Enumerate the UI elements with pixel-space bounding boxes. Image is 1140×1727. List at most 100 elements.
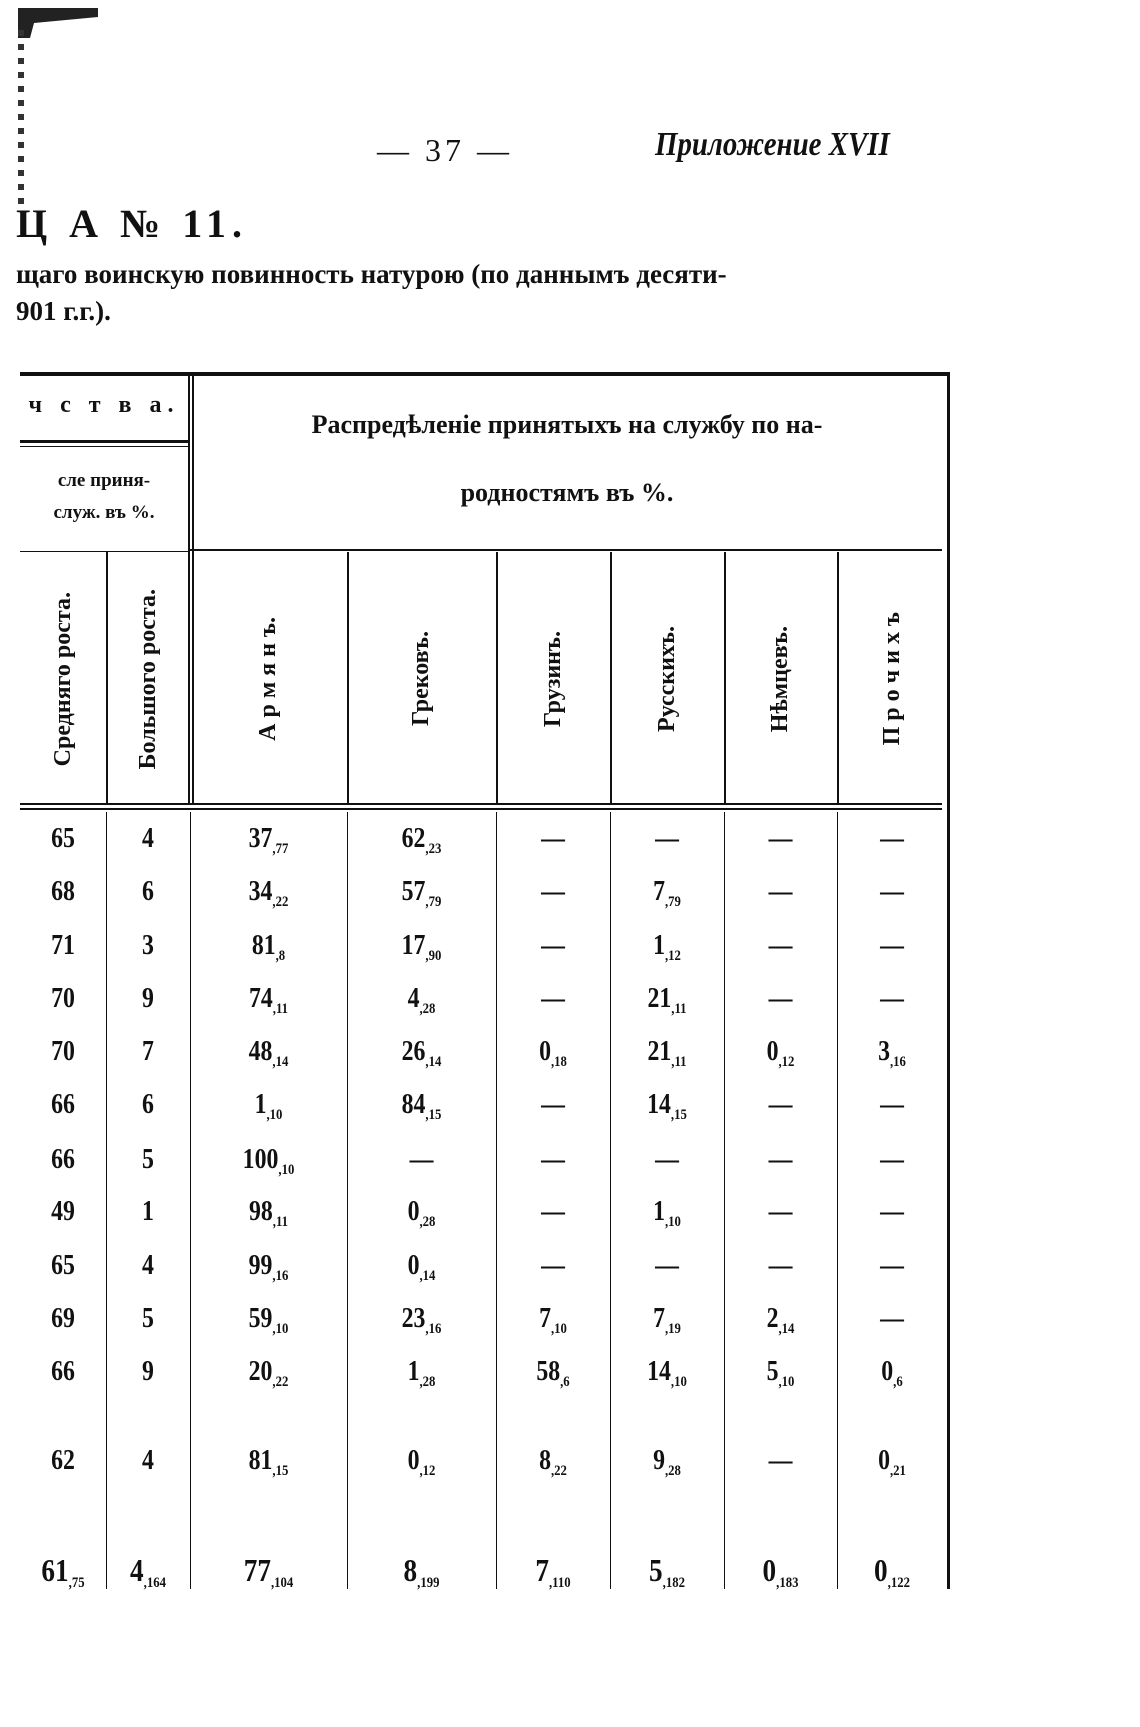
table-cell: 20,22 bbox=[202, 1356, 335, 1391]
cell-decimal: ,6 bbox=[560, 1374, 570, 1390]
column-rule bbox=[496, 812, 497, 1589]
cell-integer: 1 bbox=[142, 1196, 154, 1227]
cell-integer: 0 bbox=[878, 1445, 890, 1476]
table-cell: 68 bbox=[26, 876, 99, 908]
table-cell: 62,23 bbox=[358, 823, 485, 858]
table-cell: — bbox=[505, 876, 602, 908]
table-cell: 84,15 bbox=[358, 1089, 485, 1124]
column-header-label: Грековъ. bbox=[408, 631, 434, 727]
cell-integer: 70 bbox=[51, 1036, 75, 1067]
rule bbox=[20, 551, 188, 552]
table-cell: — bbox=[732, 1250, 828, 1282]
table-cell: 1,10 bbox=[619, 1196, 716, 1231]
cell-integer: 3 bbox=[878, 1036, 890, 1067]
cell-decimal: ,10 bbox=[550, 1321, 567, 1337]
cell-integer: 81 bbox=[251, 930, 276, 961]
cell-decimal: ,10 bbox=[778, 1374, 795, 1390]
table-cell: — bbox=[845, 930, 939, 962]
cell-integer: 8 bbox=[403, 1552, 418, 1588]
cell-integer: 2 bbox=[766, 1303, 779, 1334]
rule bbox=[20, 446, 188, 447]
column-header: А р м я н ъ. bbox=[190, 560, 347, 798]
table-cell: 99,16 bbox=[202, 1250, 335, 1285]
table-cell: 0,12 bbox=[358, 1445, 485, 1480]
table-cell: — bbox=[505, 1144, 602, 1176]
cell-integer: 21 bbox=[647, 983, 672, 1014]
table-cell: — bbox=[505, 823, 602, 855]
cell-integer: 68 bbox=[51, 876, 75, 907]
table-cell: 70 bbox=[26, 983, 99, 1015]
cell-decimal: ,28 bbox=[664, 1463, 681, 1479]
table-cell: — bbox=[845, 983, 939, 1015]
column-header: Средняго роста. bbox=[20, 560, 106, 798]
cell-integer: 66 bbox=[51, 1089, 75, 1120]
cell-decimal: ,10 bbox=[664, 1214, 681, 1230]
cell-integer: — bbox=[541, 1196, 565, 1227]
cell-decimal: ,22 bbox=[272, 1374, 289, 1390]
column-header: Большого роста. bbox=[106, 560, 190, 798]
table-cell: 69 bbox=[26, 1303, 99, 1335]
cell-decimal: ,90 bbox=[425, 948, 442, 964]
cell-integer: 9 bbox=[142, 983, 154, 1014]
total-cell: 4,164 bbox=[112, 1552, 183, 1592]
cell-integer: 99 bbox=[248, 1250, 273, 1281]
cell-integer: 1 bbox=[254, 1089, 267, 1120]
table-cell: 0,14 bbox=[358, 1250, 485, 1285]
subtitle-line-2: 901 г.г.). bbox=[16, 296, 111, 326]
cell-integer: 34 bbox=[248, 876, 273, 907]
cell-integer: 14 bbox=[647, 1356, 671, 1387]
table-cell: 1,12 bbox=[619, 930, 716, 965]
cell-decimal: ,8 bbox=[275, 948, 286, 964]
table-cell: 3,16 bbox=[845, 1036, 939, 1071]
column-rule bbox=[724, 552, 726, 803]
cell-integer: 14 bbox=[647, 1089, 671, 1120]
header-double-rule bbox=[20, 808, 942, 810]
cell-decimal: ,199 bbox=[417, 1575, 440, 1591]
column-header: Русскихъ. bbox=[610, 560, 724, 798]
column-header: Нѣмцевъ. bbox=[724, 560, 837, 798]
table-cell: — bbox=[845, 1303, 939, 1335]
table-cell: 7,79 bbox=[619, 876, 716, 911]
cell-integer: 84 bbox=[401, 1089, 426, 1120]
cell-integer: — bbox=[768, 1089, 793, 1120]
cell-integer: — bbox=[880, 1303, 904, 1334]
cell-decimal: ,18 bbox=[550, 1054, 567, 1070]
table-cell: 37,77 bbox=[202, 823, 335, 858]
cell-integer: 5 bbox=[766, 1356, 779, 1387]
header-distribution-2: родностямъ въ %. bbox=[460, 478, 674, 507]
scan-edge bbox=[18, 30, 24, 210]
table-cell: 26,14 bbox=[358, 1036, 485, 1071]
cell-integer: — bbox=[880, 1144, 904, 1175]
cell-integer: 1 bbox=[407, 1356, 420, 1387]
header-left-sub-1: сле приня- bbox=[57, 470, 151, 491]
table-cell: 5 bbox=[112, 1303, 183, 1335]
cell-integer: 0 bbox=[539, 1036, 551, 1067]
total-cell: 5,182 bbox=[619, 1552, 716, 1592]
header-left-group: ч с т в а. bbox=[28, 392, 180, 418]
cell-decimal: ,110 bbox=[548, 1575, 571, 1591]
cell-integer: 62 bbox=[401, 823, 426, 854]
cell-integer: — bbox=[655, 823, 679, 854]
cell-integer: 7 bbox=[539, 1303, 551, 1334]
cell-integer: 20 bbox=[248, 1356, 273, 1387]
column-header-label: Русскихъ. bbox=[653, 626, 680, 732]
table-cell: 57,79 bbox=[358, 876, 485, 911]
table-cell: 66 bbox=[26, 1144, 99, 1176]
table-cell: 66 bbox=[26, 1356, 99, 1388]
cell-integer: — bbox=[655, 1250, 679, 1281]
cell-integer: — bbox=[655, 1144, 679, 1175]
cell-decimal: ,182 bbox=[662, 1575, 685, 1591]
cell-integer: — bbox=[880, 1250, 904, 1281]
column-rule bbox=[192, 376, 194, 805]
cell-decimal: ,16 bbox=[272, 1268, 289, 1284]
table-cell: — bbox=[505, 983, 602, 1015]
cell-integer: 0 bbox=[407, 1196, 420, 1227]
cell-integer: — bbox=[768, 1445, 793, 1476]
table-cell: — bbox=[619, 823, 716, 855]
table-cell: — bbox=[845, 1250, 939, 1282]
cell-integer: 6 bbox=[142, 1089, 154, 1120]
cell-decimal: ,23 bbox=[425, 841, 442, 857]
cell-integer: 37 bbox=[248, 823, 273, 854]
cell-integer: 5 bbox=[142, 1144, 154, 1175]
cell-decimal: ,11 bbox=[671, 1001, 687, 1017]
